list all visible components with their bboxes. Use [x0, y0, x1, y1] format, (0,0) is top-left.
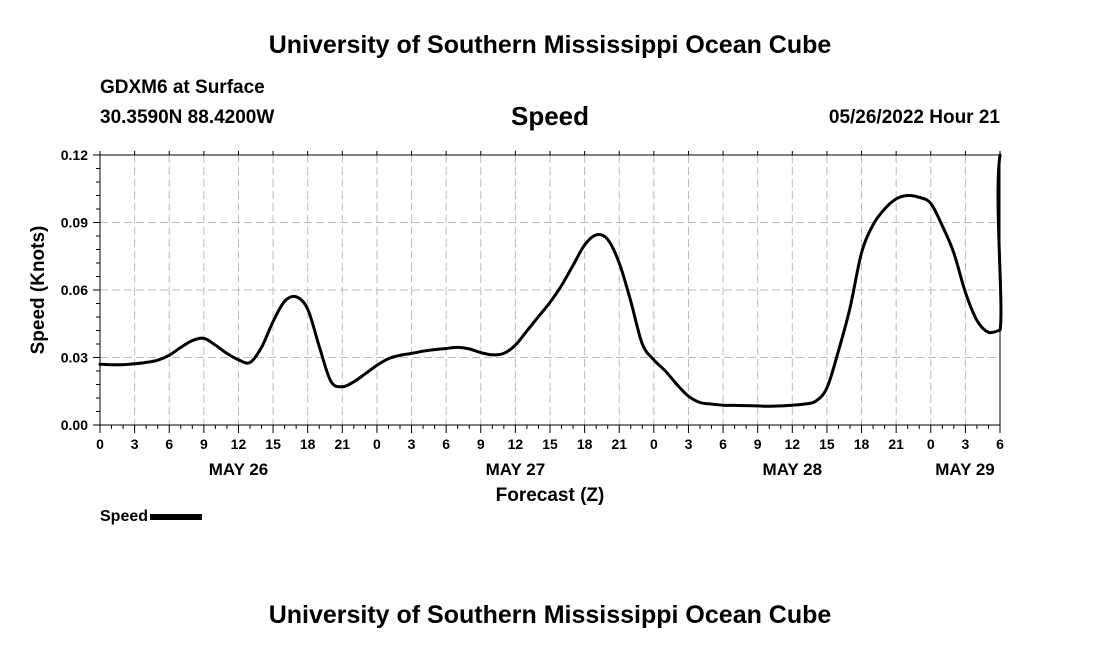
y-tick-label: 0.12 — [61, 147, 88, 163]
station-coordinates: 30.3590N 88.4200W — [100, 107, 275, 128]
x-tick-label: 0 — [650, 436, 658, 452]
x-tick-label: 0 — [927, 436, 935, 452]
x-tick-label: 18 — [300, 436, 316, 452]
y-axis-label: Speed (Knots) — [28, 226, 49, 355]
x-axis-ticks: 0 3 6 9 12 15 18 21 0 3 6 9 12 15 18 21 0 3 6 9 12 15 18 21 0 3 6 — [96, 151, 1004, 452]
x-tick-label: 12 — [785, 436, 801, 452]
report-title: University of Southern Mississippi Ocean… — [268, 31, 832, 59]
date-label: MAY 28 — [763, 460, 823, 479]
speed-chart: 0.00 0.03 0.06 0.09 0.12 0 3 6 9 12 15 18 21 0 3 6 9 12 1… — [28, 147, 1004, 506]
x-tick-label: 21 — [888, 436, 904, 452]
y-tick-label: 0.00 — [61, 417, 88, 433]
x-tick-label: 21 — [611, 436, 627, 452]
station-label: GDXM6 at Surface — [100, 77, 265, 98]
legend-line-swatch — [150, 513, 203, 520]
x-tick-label: 9 — [477, 436, 485, 452]
x-tick-label: 15 — [265, 436, 281, 452]
report-title-footer: University of Southern Mississippi Ocean… — [268, 601, 832, 629]
date-label: MAY 27 — [486, 460, 546, 479]
chart-title: Speed — [510, 101, 590, 131]
x-tick-label: 3 — [685, 436, 693, 452]
x-axis-label: Forecast (Z) — [496, 485, 605, 506]
date-labels: MAY 26 MAY 27 MAY 28 MAY 29 — [209, 460, 995, 479]
x-tick-label: 0 — [96, 436, 104, 452]
x-tick-label: 3 — [131, 436, 139, 452]
x-tick-label: 6 — [442, 436, 450, 452]
legend-label: Speed — [100, 508, 149, 525]
x-tick-label: 12 — [508, 436, 524, 452]
y-tick-label: 0.03 — [61, 350, 88, 366]
x-tick-label: 18 — [854, 436, 870, 452]
y-tick-label: 0.06 — [61, 282, 88, 298]
x-tick-label: 6 — [165, 436, 173, 452]
x-tick-label: 6 — [996, 436, 1004, 452]
x-tick-label: 9 — [754, 436, 762, 452]
speed-series-line — [98, 153, 1003, 408]
date-label: MAY 26 — [209, 460, 269, 479]
x-tick-label: 12 — [231, 436, 247, 452]
x-tick-label: 15 — [819, 436, 835, 452]
x-tick-label: 3 — [408, 436, 416, 452]
y-axis-ticks: 0.00 0.03 0.06 0.09 0.12 — [61, 147, 100, 433]
x-tick-label: 21 — [335, 436, 351, 452]
y-tick-label: 0.09 — [61, 215, 88, 231]
x-tick-label: 9 — [200, 436, 208, 452]
x-tick-label: 0 — [373, 436, 381, 452]
grid-lines — [100, 154, 1000, 425]
date-label: MAY 29 — [935, 460, 995, 479]
x-tick-label: 3 — [961, 436, 969, 452]
legend: Speed — [100, 508, 203, 526]
x-tick-label: 18 — [577, 436, 593, 452]
forecast-datetime: 05/26/2022 Hour 21 — [828, 107, 1000, 128]
x-tick-label: 6 — [719, 436, 727, 452]
x-tick-label: 15 — [542, 436, 558, 452]
